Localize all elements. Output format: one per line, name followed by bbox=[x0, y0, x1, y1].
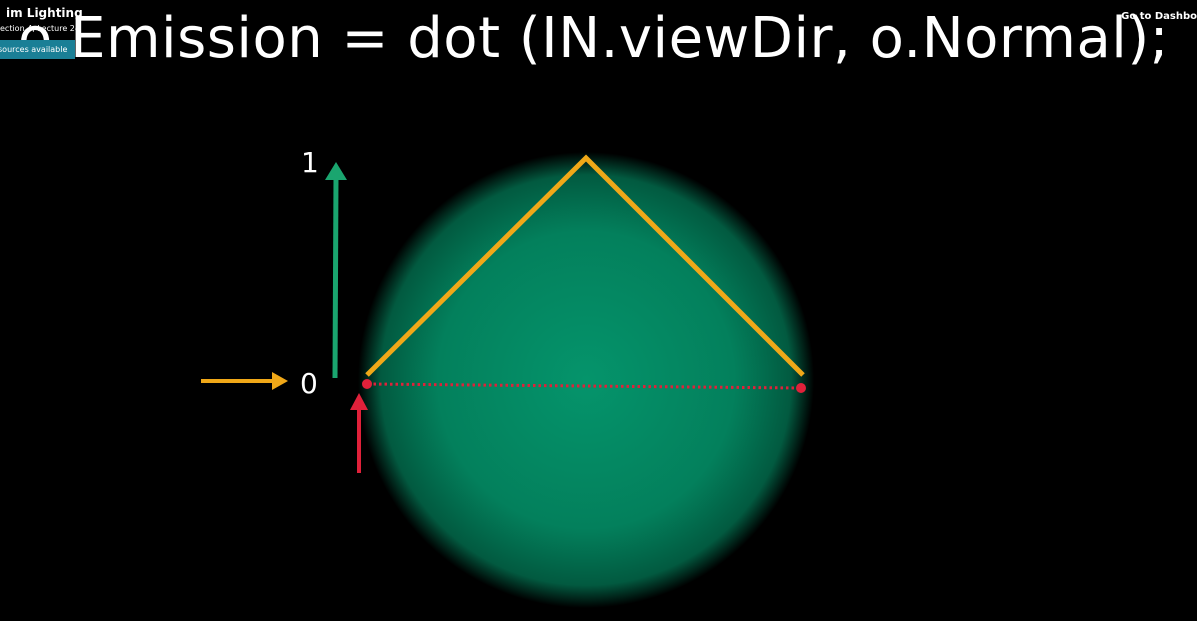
lecture-title: im Lighting bbox=[6, 6, 83, 20]
green-arrow-head bbox=[325, 162, 347, 180]
red-dot-left bbox=[362, 379, 372, 389]
orange-triangle-line bbox=[365, 154, 805, 377]
label-one: 1 bbox=[301, 146, 319, 179]
red-dot-right bbox=[796, 383, 806, 393]
label-zero: 0 bbox=[300, 367, 318, 400]
red-dotted-line bbox=[367, 382, 801, 390]
sphere bbox=[358, 152, 814, 608]
lecture-header: im Lighting ection 4, Lecture 24 sources… bbox=[0, 0, 1197, 80]
red-arrow-head bbox=[350, 393, 368, 410]
green-arrow-shaft bbox=[332, 175, 339, 379]
orange-arrow-head bbox=[272, 372, 288, 390]
go-to-dashboard-link[interactable]: Go to Dashbo bbox=[1121, 11, 1197, 22]
resources-button[interactable]: sources available bbox=[0, 40, 75, 59]
code-line: o.Emission = dot (IN.viewDir, o.Normal); bbox=[18, 6, 1170, 71]
lecture-subtitle: ection 4, Lecture 24 bbox=[0, 24, 80, 33]
